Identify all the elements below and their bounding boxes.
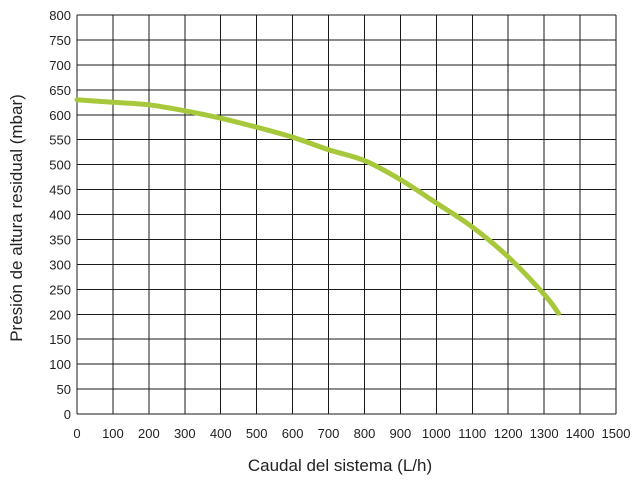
y-tick-label: 550 xyxy=(49,133,71,148)
y-tick-label: 300 xyxy=(49,257,71,272)
x-tick-label: 1200 xyxy=(494,426,523,441)
y-tick-label: 150 xyxy=(49,332,71,347)
x-tick-label: 1100 xyxy=(458,426,486,441)
y-axis-ticks: 0 50 100 150 200 250 300 350 400 450 500 550 600 650 7… xyxy=(49,8,71,422)
x-tick-label: 800 xyxy=(354,426,376,441)
x-tick-label: 1300 xyxy=(530,426,559,441)
grid xyxy=(76,14,617,415)
y-tick-label: 450 xyxy=(49,183,71,198)
y-tick-label: 200 xyxy=(49,307,71,322)
x-tick-label: 500 xyxy=(246,426,268,441)
x-tick-label: 1400 xyxy=(566,426,595,441)
x-tick-label: 600 xyxy=(282,426,304,441)
x-tick-label: 300 xyxy=(174,426,196,441)
x-tick-label: 0 xyxy=(73,426,80,441)
y-tick-label: 350 xyxy=(49,232,71,247)
series-line-0 xyxy=(74,97,561,316)
x-tick-label: 100 xyxy=(102,426,124,441)
x-tick-label: 900 xyxy=(390,426,412,441)
y-tick-label: 50 xyxy=(57,382,71,397)
y-tick-label: 650 xyxy=(49,83,71,98)
y-tick-label: 700 xyxy=(49,58,71,73)
y-tick-label: 100 xyxy=(49,357,71,372)
series xyxy=(74,97,561,316)
x-tick-label: 200 xyxy=(138,426,160,441)
x-tick-label: 700 xyxy=(318,426,340,441)
x-tick-label: 1500 xyxy=(602,426,631,441)
y-tick-label: 400 xyxy=(49,208,71,223)
y-axis-title: Presión de altura residual (mbar) xyxy=(7,94,26,342)
y-tick-label: 0 xyxy=(64,407,71,422)
x-axis-ticks: 0 100 200 300 400 500 600 700 800 900 1000 1100 1200… xyxy=(73,426,630,441)
y-tick-label: 600 xyxy=(49,108,71,123)
x-tick-label: 1000 xyxy=(422,426,451,441)
y-tick-label: 500 xyxy=(49,158,71,173)
y-tick-label: 750 xyxy=(49,33,71,48)
y-tick-label: 250 xyxy=(49,282,71,297)
x-axis-title: Caudal del sistema (L/h) xyxy=(248,456,432,475)
x-tick-label: 400 xyxy=(210,426,232,441)
y-tick-label: 800 xyxy=(49,8,71,23)
